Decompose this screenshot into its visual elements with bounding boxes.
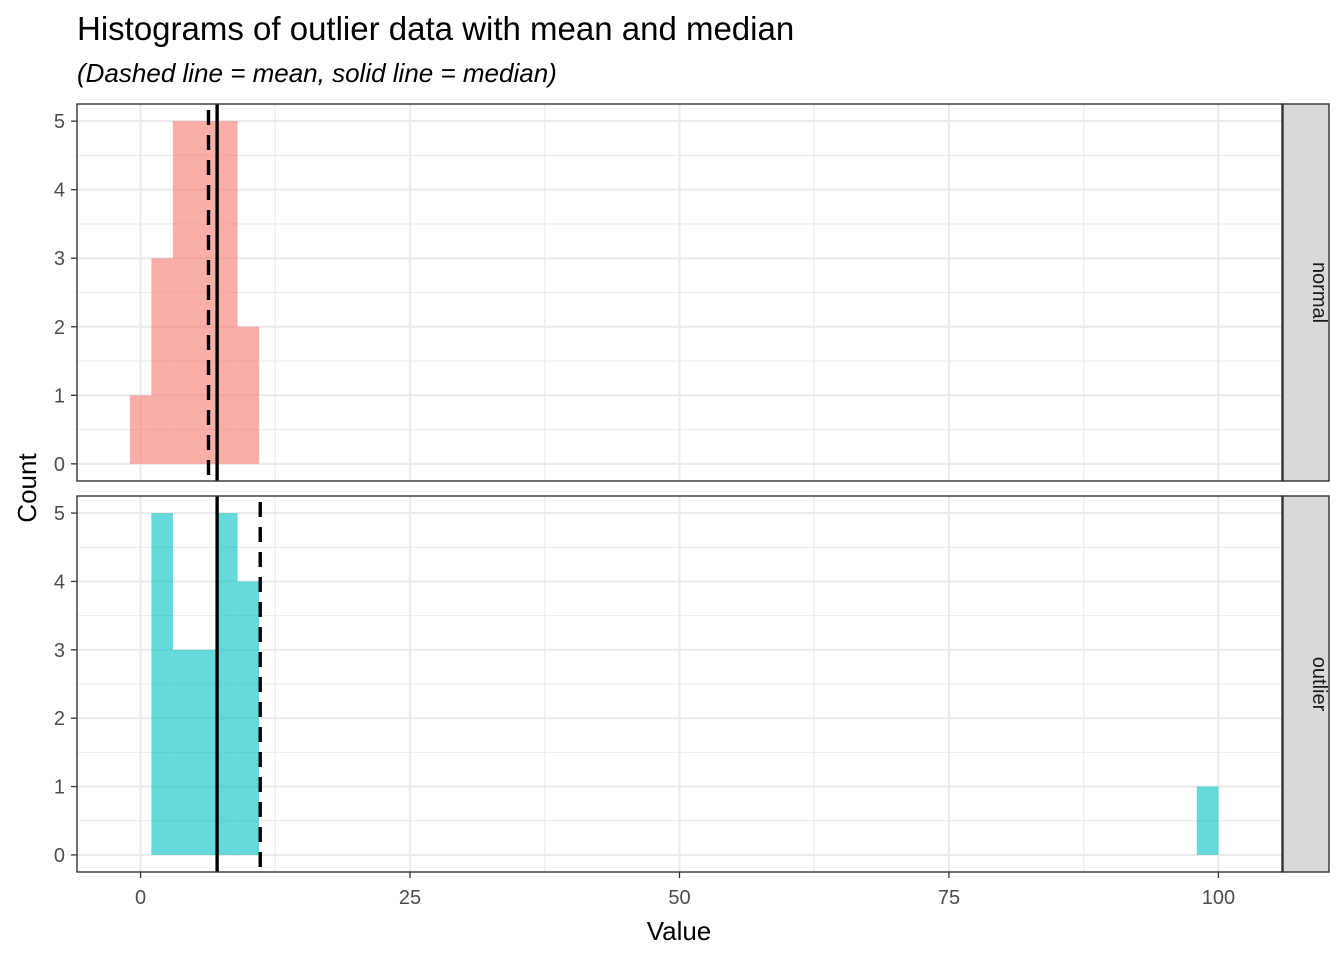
y-tick-label: 1 [54,385,65,407]
histogram-bar [151,513,173,855]
y-tick-label: 0 [54,845,65,867]
x-tick-label: 75 [938,887,960,909]
histogram-bar [129,395,152,464]
y-tick-label: 4 [54,180,65,202]
histogram-bar [151,258,173,464]
x-axis-label: Value [647,916,712,946]
x-axis: 0 25 50 75 100 [135,872,1235,909]
histogram-bar [216,513,238,855]
y-tick-label: 2 [54,317,65,339]
histogram-bar [194,121,217,464]
x-tick-label: 25 [399,887,421,909]
x-tick-label: 50 [668,887,690,909]
y-tick-label: 5 [54,111,65,133]
chart-title: Histograms of outlier data with mean and… [77,10,795,47]
y-tick-label: 4 [54,571,65,593]
x-tick-label: 0 [135,887,146,909]
histogram-bar [237,581,260,855]
y-tick-label: 3 [54,640,65,662]
y-tick-label: 3 [54,248,65,270]
histogram-bar [172,649,195,855]
histogram-bar [172,121,195,464]
y-axis-label: Count [12,453,42,523]
facet-panel-outlier: 0 1 2 3 4 5 outlier [54,495,1330,873]
histogram-bar [1196,786,1219,855]
y-tick-label: 1 [54,777,65,799]
facet-strip [1282,495,1330,873]
histogram-bar [216,121,238,464]
facet-strip-label: outlier [1308,657,1330,712]
chart-subtitle: (Dashed line = mean, solid line = median… [77,58,557,88]
facet-strip-label: normal [1308,262,1330,323]
y-tick-label: 5 [54,503,65,525]
facet-strip [1282,103,1330,482]
histogram-bar [237,326,260,464]
histogram-bar [194,649,217,855]
x-tick-label: 100 [1202,887,1235,909]
y-tick-label: 2 [54,708,65,730]
facet-panel-normal: 0 1 2 3 4 5 normal [54,103,1330,482]
panel-border [76,103,1283,482]
facet-panels: 0 1 2 3 4 5 normal 0 1 2 3 4 5 outlier [54,103,1330,873]
y-tick-label: 0 [54,454,65,476]
